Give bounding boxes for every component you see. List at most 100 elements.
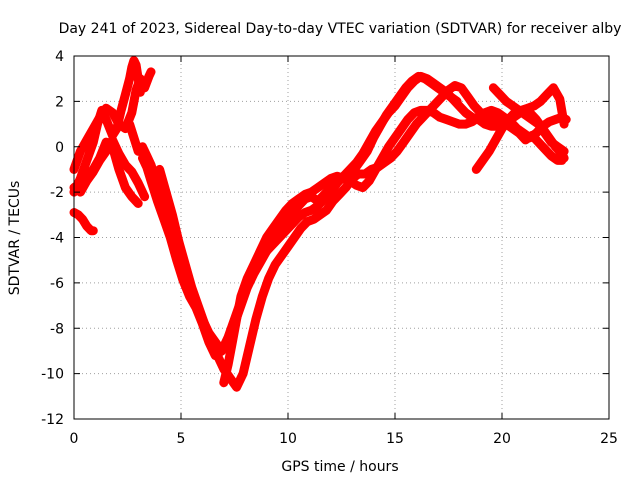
data-point xyxy=(194,301,203,310)
data-point xyxy=(275,233,284,242)
data-point xyxy=(525,133,534,142)
x-tick-label: 10 xyxy=(279,431,297,447)
data-point xyxy=(399,138,408,147)
data-point xyxy=(108,108,117,117)
data-point xyxy=(97,106,106,115)
data-point xyxy=(127,167,136,176)
data-point xyxy=(108,135,117,144)
data-point xyxy=(200,319,209,328)
data-point xyxy=(82,222,91,231)
data-point xyxy=(521,110,530,119)
data-point xyxy=(326,188,335,197)
data-point xyxy=(489,83,498,92)
data-point xyxy=(138,142,147,151)
data-point xyxy=(489,115,498,124)
y-tick-label: -10 xyxy=(41,367,64,383)
data-point xyxy=(82,176,91,185)
data-point xyxy=(322,206,331,215)
data-point xyxy=(251,315,260,324)
data-point xyxy=(540,129,549,138)
data-point xyxy=(281,226,290,235)
data-point xyxy=(343,172,352,181)
data-point xyxy=(545,117,554,126)
data-point xyxy=(129,133,138,142)
data-point xyxy=(423,106,432,115)
chart-title: Day 241 of 2023, Sidereal Day-to-day VTE… xyxy=(59,21,622,37)
data-point xyxy=(523,104,532,113)
x-tick-label: 5 xyxy=(177,431,186,447)
data-point xyxy=(358,183,367,192)
y-tick-label: -8 xyxy=(50,321,64,337)
data-point xyxy=(382,110,391,119)
data-point xyxy=(245,342,254,351)
data-point xyxy=(540,145,549,154)
data-point xyxy=(376,122,385,131)
series-arc-12 xyxy=(488,83,569,156)
data-point xyxy=(504,115,513,124)
data-point xyxy=(461,108,470,117)
data-point xyxy=(224,360,233,369)
data-point xyxy=(480,108,489,117)
data-point xyxy=(493,108,502,117)
data-point xyxy=(549,83,558,92)
x-tick-label: 20 xyxy=(493,431,511,447)
y-tick-label: -2 xyxy=(50,185,64,201)
data-point xyxy=(551,115,560,124)
data-point xyxy=(95,156,104,165)
data-point xyxy=(560,120,569,129)
data-point xyxy=(320,194,329,203)
data-point xyxy=(129,56,138,65)
data-point xyxy=(391,133,399,142)
data-point xyxy=(534,138,543,147)
data-point xyxy=(219,378,228,387)
data-point xyxy=(508,101,517,110)
data-point xyxy=(453,97,462,106)
data-point xyxy=(371,165,380,174)
data-point xyxy=(408,76,417,85)
series-band xyxy=(488,83,569,156)
data-point xyxy=(284,242,292,251)
data-point xyxy=(288,219,297,228)
data-point xyxy=(309,215,318,224)
data-point xyxy=(361,169,370,178)
data-point xyxy=(112,124,121,133)
data-point xyxy=(532,129,541,138)
data-point xyxy=(378,154,387,163)
data-point xyxy=(76,147,85,156)
data-point xyxy=(547,151,556,160)
data-point xyxy=(174,238,183,247)
data-point xyxy=(487,106,496,115)
data-point xyxy=(457,83,466,92)
data-point xyxy=(159,215,168,224)
data-point xyxy=(301,190,310,199)
y-tick-label: 0 xyxy=(55,140,64,156)
data-point xyxy=(393,147,402,156)
data-point xyxy=(412,120,421,129)
x-tick-label: 0 xyxy=(70,431,79,447)
data-point xyxy=(144,72,153,81)
y-tick-label: -6 xyxy=(50,276,64,292)
data-point xyxy=(256,247,265,256)
data-point xyxy=(288,199,297,208)
data-point xyxy=(384,142,393,151)
data-point xyxy=(264,274,273,283)
data-point xyxy=(78,215,87,224)
data-point xyxy=(136,88,145,97)
data-point xyxy=(125,74,134,83)
data-point xyxy=(474,113,483,122)
data-point xyxy=(495,90,504,99)
data-point xyxy=(303,217,312,226)
data-point xyxy=(527,115,536,124)
data-point xyxy=(369,133,378,142)
data-point xyxy=(335,190,344,199)
series-arc-10 xyxy=(337,71,462,183)
data-point xyxy=(414,72,423,81)
data-point xyxy=(485,147,494,156)
data-point xyxy=(89,138,98,147)
data-point xyxy=(269,240,278,249)
data-point xyxy=(560,147,569,156)
data-point xyxy=(232,315,241,324)
data-point xyxy=(446,92,455,101)
data-point xyxy=(228,337,237,346)
data-point xyxy=(213,351,222,360)
